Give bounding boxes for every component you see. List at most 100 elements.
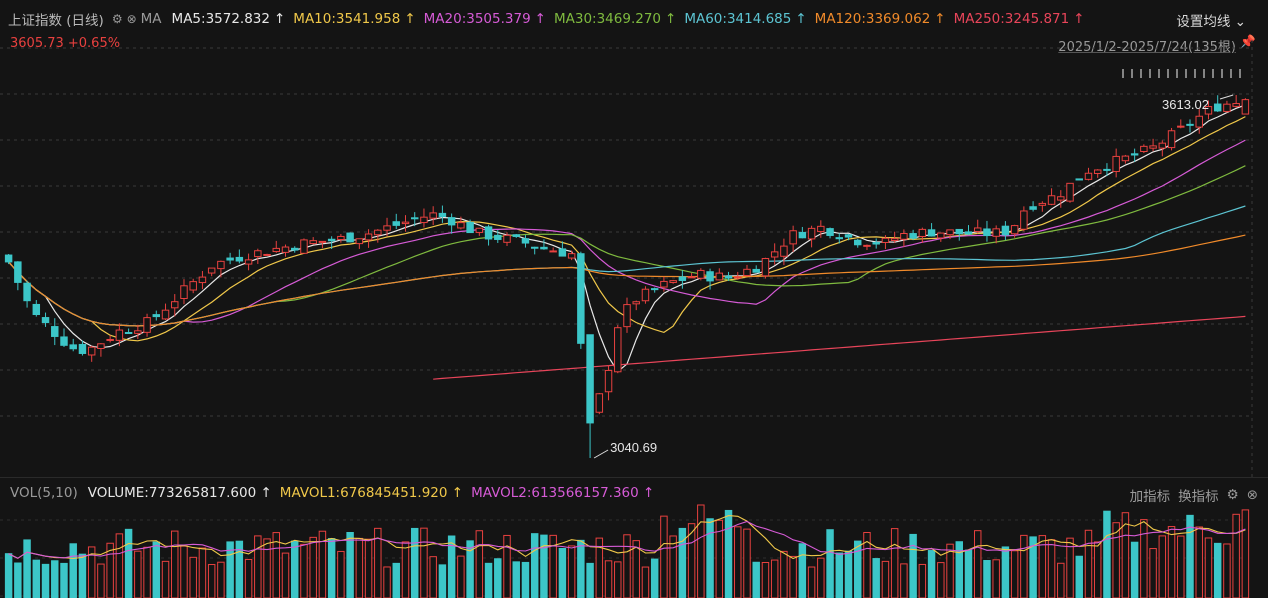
trend-arrow-icon: ↑ <box>795 11 807 27</box>
candle-body <box>1223 103 1231 112</box>
candle-body <box>973 227 982 232</box>
volume-tools: 加指标 换指标 ⚙ ⊗ <box>1130 485 1258 505</box>
trend-arrow-icon: ↑ <box>534 11 546 27</box>
volume-bar <box>503 534 511 598</box>
candle-body <box>1167 130 1176 149</box>
trend-arrow-icon: ↑ <box>665 11 677 27</box>
volume-bar <box>900 563 908 598</box>
candle-body <box>1066 182 1074 202</box>
chart-header: 上证指数 (日线) ⚙ ⊗ MA MA5:3572.832 ↑ MA10:3541.… <box>8 9 1093 29</box>
volume-bar <box>706 518 714 598</box>
candle-body <box>374 229 382 236</box>
candle-body <box>1020 210 1028 230</box>
close-icon[interactable]: ⊗ <box>1246 487 1258 503</box>
current-price: 3605.73 +0.65% <box>10 36 121 51</box>
volume-bar <box>392 562 400 598</box>
volume-bar <box>558 547 567 598</box>
volume-bar <box>973 530 982 598</box>
gear-icon[interactable]: ⚙ <box>111 12 123 26</box>
low-label: 3040.69 <box>610 440 657 455</box>
volume-bar <box>364 538 373 598</box>
volume-bar <box>1149 548 1157 598</box>
candle-body <box>475 227 484 233</box>
candle-body <box>807 227 816 240</box>
candle-body <box>1093 169 1102 174</box>
mavol10-line <box>8 520 1246 559</box>
pin-icon[interactable]: 📌 <box>1239 35 1256 50</box>
volume-bar <box>614 561 622 598</box>
candle-body <box>1232 103 1240 107</box>
volume-bar <box>1195 526 1203 598</box>
volume-bar <box>420 527 428 598</box>
candle-body <box>1029 206 1037 210</box>
volume-bar <box>798 543 807 598</box>
candle-body <box>540 246 548 250</box>
candle-body <box>503 234 511 243</box>
volume-bar <box>715 519 724 598</box>
trend-arrow-icon: ↑ <box>1073 11 1085 27</box>
candle-body <box>558 248 567 257</box>
add-indicator-button[interactable]: 加指标 <box>1129 489 1171 505</box>
candle-body <box>429 212 437 219</box>
switch-indicator-button[interactable]: 换指标 <box>1178 489 1219 505</box>
volume-bar <box>854 540 862 598</box>
candle-body <box>171 301 179 309</box>
candle-body <box>1103 168 1111 171</box>
volume-bar <box>1130 541 1139 598</box>
volume-bar <box>23 539 31 598</box>
candle-body <box>595 393 604 413</box>
candle-body <box>900 233 908 240</box>
candle-body <box>650 288 659 291</box>
volume-bar <box>152 541 161 598</box>
volume-bar <box>337 550 345 598</box>
volume-bar <box>438 564 447 598</box>
volume-bar <box>669 535 677 598</box>
candle-body <box>291 247 299 251</box>
volume-bar <box>604 560 613 598</box>
volume-bar <box>1177 535 1185 598</box>
candle-body <box>392 221 400 226</box>
candle-body <box>752 268 760 273</box>
volume-bar <box>521 561 530 598</box>
date-range[interactable]: 2025/1/2-2025/7/24(135根) <box>1058 40 1236 55</box>
candle-body <box>1186 123 1194 126</box>
volume-bar <box>1029 536 1037 598</box>
gear-icon[interactable]: ⚙ <box>1226 487 1239 503</box>
volume-bar <box>466 540 474 598</box>
panel-divider <box>0 477 1268 478</box>
candle-body <box>549 250 557 253</box>
volume-bar <box>844 550 853 598</box>
volume-bar <box>198 547 207 598</box>
candle-body <box>1010 225 1019 235</box>
volume-bar <box>678 527 687 598</box>
candle-body <box>1001 225 1010 236</box>
volume-bar <box>918 563 927 598</box>
candle-body <box>124 332 133 335</box>
volume-bar <box>1057 562 1065 598</box>
candle-body <box>364 233 373 241</box>
candle-body <box>983 228 991 237</box>
volume-bar <box>1204 537 1213 598</box>
volume-bar <box>134 550 142 598</box>
volume-bar <box>983 560 991 598</box>
candle-body <box>798 231 807 239</box>
candle-body <box>152 314 161 318</box>
volume-bar <box>1241 509 1250 598</box>
candle-body <box>521 238 530 244</box>
volume-bar <box>641 566 650 598</box>
volume-bar <box>964 549 973 598</box>
candle-body <box>1204 106 1213 115</box>
volume-bar <box>60 562 68 598</box>
volume-bar <box>752 561 760 598</box>
candle-body <box>484 226 493 240</box>
close-icon[interactable]: ⊗ <box>126 12 137 26</box>
candle-body <box>254 250 262 258</box>
volume-bar <box>244 558 253 598</box>
ma-legend-item: MA250:3245.871 ↑ <box>953 11 1085 27</box>
volume-bar <box>300 543 308 598</box>
volume-bar <box>457 555 465 598</box>
set-ma-button[interactable]: 设置均线 ⌄ <box>1176 14 1246 30</box>
candle-body <box>1112 155 1120 172</box>
candle-body <box>1149 145 1157 149</box>
